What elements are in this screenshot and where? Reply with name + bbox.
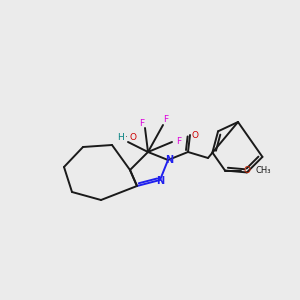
Text: N: N (156, 176, 164, 186)
Text: F: F (164, 116, 169, 124)
Text: O: O (244, 166, 250, 175)
Text: ·: · (125, 132, 128, 142)
Text: CH₃: CH₃ (256, 166, 272, 175)
Text: F: F (176, 137, 181, 146)
Text: O: O (191, 130, 199, 140)
Text: F: F (140, 118, 145, 127)
Text: N: N (165, 155, 173, 165)
Text: O: O (130, 133, 136, 142)
Text: H: H (117, 133, 123, 142)
